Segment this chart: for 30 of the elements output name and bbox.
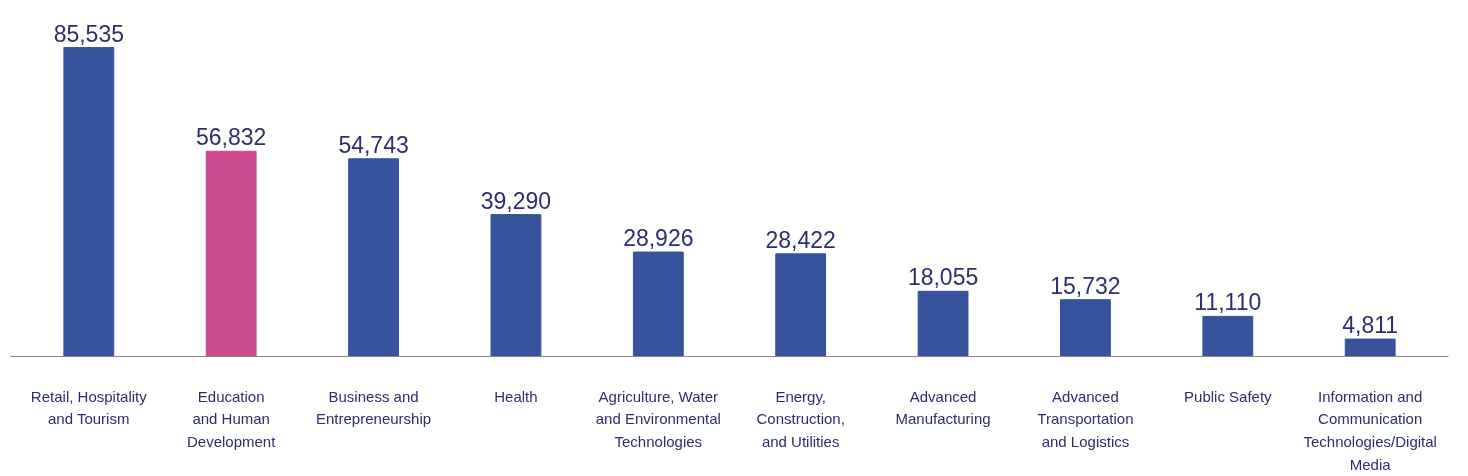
x-tick-label: Advanced Manufacturing: [895, 387, 991, 428]
x-tick-label: Information and Communication Technologies/Digital Media: [1303, 387, 1437, 474]
x-tick-label: Agriculture, Water and Environmental Technologies: [595, 387, 721, 451]
x-tick-label: Energy, Construction, and Utilities: [756, 387, 845, 451]
bar: [63, 47, 115, 357]
x-tick-label: Public Safety: [1184, 387, 1273, 405]
data-label: 54,743: [338, 131, 409, 158]
data-label: 28,422: [765, 226, 836, 253]
x-tick-label: Education and Human Development: [186, 387, 277, 451]
bar: [1344, 338, 1396, 357]
bar: [775, 253, 827, 357]
bar: [490, 214, 542, 357]
x-tick-label: Business and Entrepreneurship: [316, 387, 432, 428]
bar: [1060, 299, 1111, 357]
bar: [917, 290, 969, 357]
data-label: 56,832: [196, 124, 267, 151]
data-label: 15,732: [1050, 272, 1121, 299]
bar: [348, 158, 399, 357]
bar: [205, 150, 257, 357]
data-label: 39,290: [480, 187, 552, 214]
data-label: 28,926: [623, 225, 694, 252]
bar: [632, 251, 684, 357]
x-tick-label: Health: [494, 387, 538, 405]
data-label: 85,535: [53, 20, 124, 47]
data-label: 4,811: [1342, 312, 1399, 339]
x-tick-label: Advanced Transportation and Logistics: [1037, 387, 1134, 451]
bar: [1202, 315, 1254, 357]
data-label: 11,110: [1194, 289, 1262, 316]
x-tick-label: Retail, Hospitality and Tourism: [30, 387, 148, 428]
data-label: 18,055: [907, 264, 979, 291]
